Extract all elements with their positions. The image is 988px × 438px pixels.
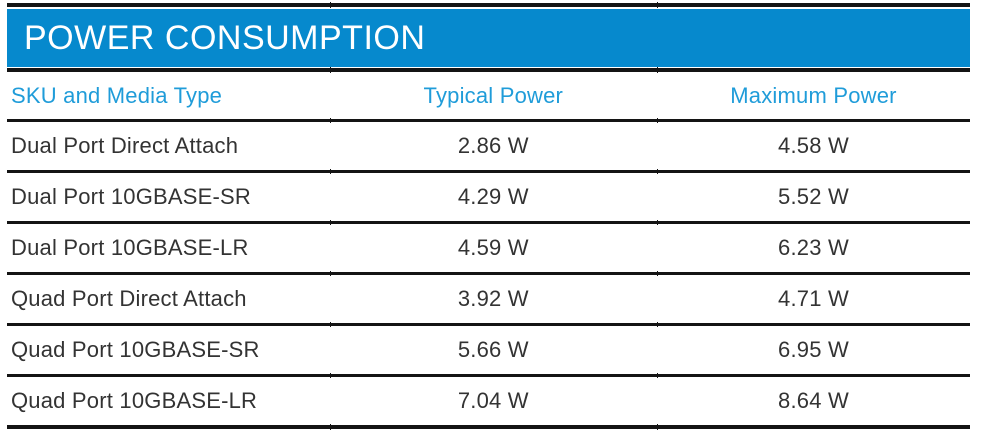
power-consumption-section: POWER CONSUMPTION SKU and Media Type Typ… <box>7 2 970 430</box>
row-divider-rule <box>7 271 970 276</box>
typical-power-cell: 2.86 W <box>457 133 529 158</box>
typical-power-cell: 3.92 W <box>457 286 529 311</box>
column-header-maximum: Maximum Power <box>730 82 897 108</box>
table-row: Quad Port 10GBASE-LR 7.04 W 8.64 W <box>7 377 970 425</box>
sku-cell: Dual Port Direct Attach <box>11 133 239 158</box>
row-divider-rule <box>7 169 970 174</box>
row-divider-rule <box>7 220 970 225</box>
table-header-row: SKU and Media Type Typical Power Maximum… <box>7 72 970 119</box>
table-title: POWER CONSUMPTION <box>24 18 426 57</box>
maximum-power-cell: 6.23 W <box>778 235 849 260</box>
typical-power-cell: 4.59 W <box>457 235 529 260</box>
sku-cell: Quad Port 10GBASE-LR <box>11 388 258 413</box>
sku-cell: Quad Port Direct Attach <box>11 286 247 311</box>
column-header-typical: Typical Power <box>423 82 564 108</box>
title-bottom-rule <box>7 67 970 73</box>
maximum-power-cell: 6.95 W <box>778 337 849 362</box>
sku-cell: Quad Port 10GBASE-SR <box>11 337 260 362</box>
sku-cell: Dual Port 10GBASE-LR <box>11 235 249 260</box>
row-divider-rule <box>7 373 970 378</box>
table-row: Dual Port 10GBASE-LR 4.59 W 6.23 W <box>7 224 970 272</box>
table-row: Dual Port Direct Attach 2.86 W 4.58 W <box>7 122 970 170</box>
maximum-power-cell: 4.58 W <box>778 133 849 158</box>
maximum-power-cell: 8.64 W <box>778 388 849 413</box>
maximum-power-cell: 5.52 W <box>778 184 849 209</box>
table-row: Quad Port 10GBASE-SR 5.66 W 6.95 W <box>7 326 970 374</box>
sku-cell: Dual Port 10GBASE-SR <box>11 184 251 209</box>
bottom-rule <box>7 424 970 430</box>
table-row: Dual Port 10GBASE-SR 4.29 W 5.52 W <box>7 173 970 221</box>
header-bottom-rule <box>7 118 970 123</box>
maximum-power-cell: 4.71 W <box>778 286 849 311</box>
row-divider-rule <box>7 322 970 327</box>
typical-power-cell: 4.29 W <box>457 184 529 209</box>
typical-power-cell: 7.04 W <box>457 388 529 413</box>
top-rule <box>7 2 970 8</box>
table-row: Quad Port Direct Attach 3.92 W 4.71 W <box>7 275 970 323</box>
column-header-sku: SKU and Media Type <box>11 82 223 108</box>
typical-power-cell: 5.66 W <box>457 337 529 362</box>
table-title-bar: POWER CONSUMPTION <box>7 9 970 67</box>
